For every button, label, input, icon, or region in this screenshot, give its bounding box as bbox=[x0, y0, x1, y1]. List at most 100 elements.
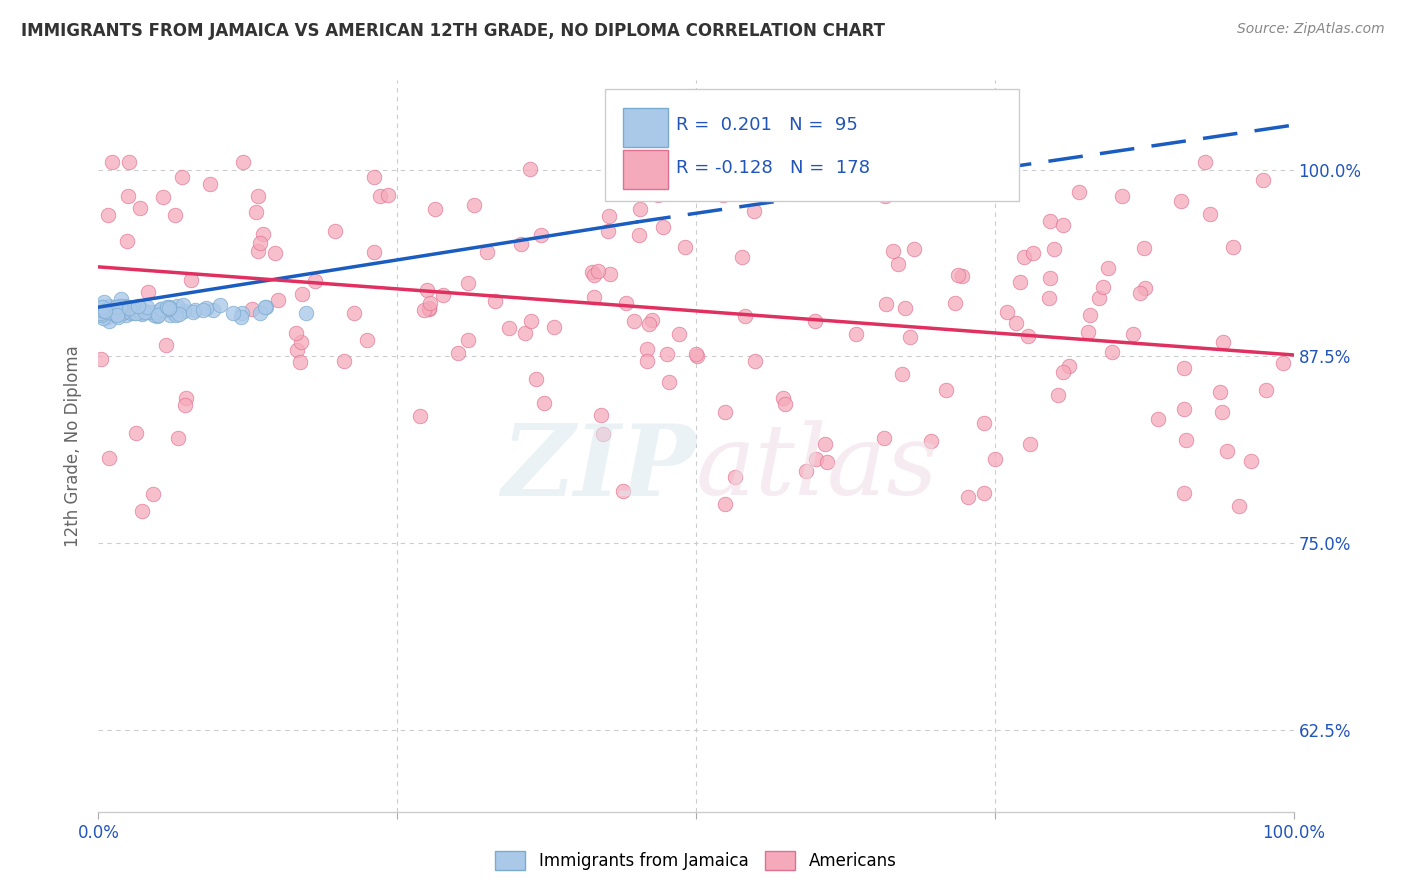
Point bbox=[90, 308, 112, 322]
Point bbox=[117, 300, 139, 314]
Point bbox=[157, 301, 180, 316]
Point bbox=[156, 300, 179, 314]
Point bbox=[416, 283, 439, 297]
Point bbox=[323, 224, 346, 238]
Point bbox=[111, 306, 134, 320]
Y-axis label: 12th Grade, No Diploma: 12th Grade, No Diploma bbox=[65, 345, 83, 547]
Point bbox=[903, 242, 925, 256]
Point bbox=[104, 304, 127, 318]
Point bbox=[1077, 325, 1099, 339]
Point bbox=[149, 301, 172, 316]
Point bbox=[1174, 434, 1197, 448]
Point bbox=[628, 202, 651, 217]
Point bbox=[254, 300, 277, 314]
Point bbox=[1135, 281, 1157, 295]
Point bbox=[592, 427, 614, 442]
Point bbox=[159, 308, 181, 322]
Point bbox=[131, 306, 153, 320]
Point bbox=[1147, 412, 1170, 426]
Text: R =  0.201   N =  95: R = 0.201 N = 95 bbox=[676, 116, 858, 134]
Text: Source: ZipAtlas.com: Source: ZipAtlas.com bbox=[1237, 22, 1385, 37]
Point bbox=[110, 292, 132, 306]
Point bbox=[247, 244, 270, 258]
Point bbox=[1047, 388, 1070, 402]
Point bbox=[290, 355, 312, 369]
Point bbox=[1078, 309, 1101, 323]
Point bbox=[242, 301, 264, 316]
Point bbox=[1222, 240, 1244, 254]
Point bbox=[1194, 155, 1216, 169]
Point bbox=[1008, 275, 1031, 289]
Point bbox=[598, 224, 620, 238]
Point bbox=[333, 354, 356, 368]
Point bbox=[173, 398, 195, 412]
Point bbox=[150, 305, 173, 319]
Point bbox=[652, 219, 675, 234]
Point bbox=[89, 306, 111, 320]
Point bbox=[249, 306, 271, 320]
Point bbox=[641, 312, 664, 326]
Point bbox=[142, 308, 165, 322]
Point bbox=[793, 176, 815, 190]
Point bbox=[139, 305, 162, 319]
Point bbox=[419, 296, 441, 310]
Point bbox=[167, 307, 190, 321]
Point bbox=[101, 155, 124, 169]
Point bbox=[90, 351, 112, 366]
Point bbox=[533, 396, 555, 410]
Point bbox=[742, 203, 765, 218]
Point bbox=[105, 306, 128, 320]
Point bbox=[882, 244, 904, 259]
Text: R = -0.128   N =  178: R = -0.128 N = 178 bbox=[676, 159, 870, 177]
Point bbox=[952, 268, 974, 283]
Point bbox=[157, 301, 180, 316]
Point bbox=[918, 155, 941, 169]
Point bbox=[105, 308, 128, 322]
Point bbox=[875, 297, 897, 311]
Point bbox=[804, 314, 827, 328]
Point bbox=[1133, 241, 1156, 255]
Point bbox=[599, 267, 621, 281]
Point bbox=[97, 301, 120, 315]
Point bbox=[425, 202, 447, 216]
Point bbox=[294, 305, 316, 319]
Point bbox=[90, 303, 112, 318]
Point bbox=[122, 306, 145, 320]
Point bbox=[191, 302, 214, 317]
Point bbox=[1039, 213, 1062, 227]
Point bbox=[174, 391, 197, 405]
Point bbox=[983, 451, 1005, 466]
Point bbox=[1173, 402, 1195, 417]
Point bbox=[246, 189, 269, 203]
Point bbox=[136, 285, 159, 300]
Point bbox=[519, 161, 541, 176]
Point bbox=[638, 317, 661, 331]
Point bbox=[114, 299, 136, 313]
Point bbox=[98, 305, 121, 319]
Point bbox=[713, 155, 735, 169]
Point bbox=[890, 367, 912, 381]
Point bbox=[623, 314, 645, 328]
Point bbox=[714, 497, 737, 511]
Point bbox=[245, 205, 267, 219]
Point bbox=[893, 301, 915, 316]
Point bbox=[589, 408, 612, 422]
Point bbox=[132, 305, 155, 319]
Point bbox=[172, 170, 194, 185]
Point bbox=[180, 273, 202, 287]
Point bbox=[105, 304, 128, 318]
Point bbox=[1199, 207, 1222, 221]
Point bbox=[772, 391, 794, 405]
Point bbox=[447, 345, 470, 359]
Point bbox=[90, 306, 112, 320]
Point bbox=[409, 409, 432, 424]
Point bbox=[636, 342, 658, 356]
Point bbox=[146, 309, 169, 323]
Point bbox=[104, 303, 127, 318]
Point bbox=[873, 431, 896, 445]
Point bbox=[93, 304, 115, 318]
Point bbox=[1239, 454, 1261, 468]
Point bbox=[117, 189, 139, 203]
Point bbox=[1208, 384, 1230, 399]
Point bbox=[1211, 405, 1233, 419]
